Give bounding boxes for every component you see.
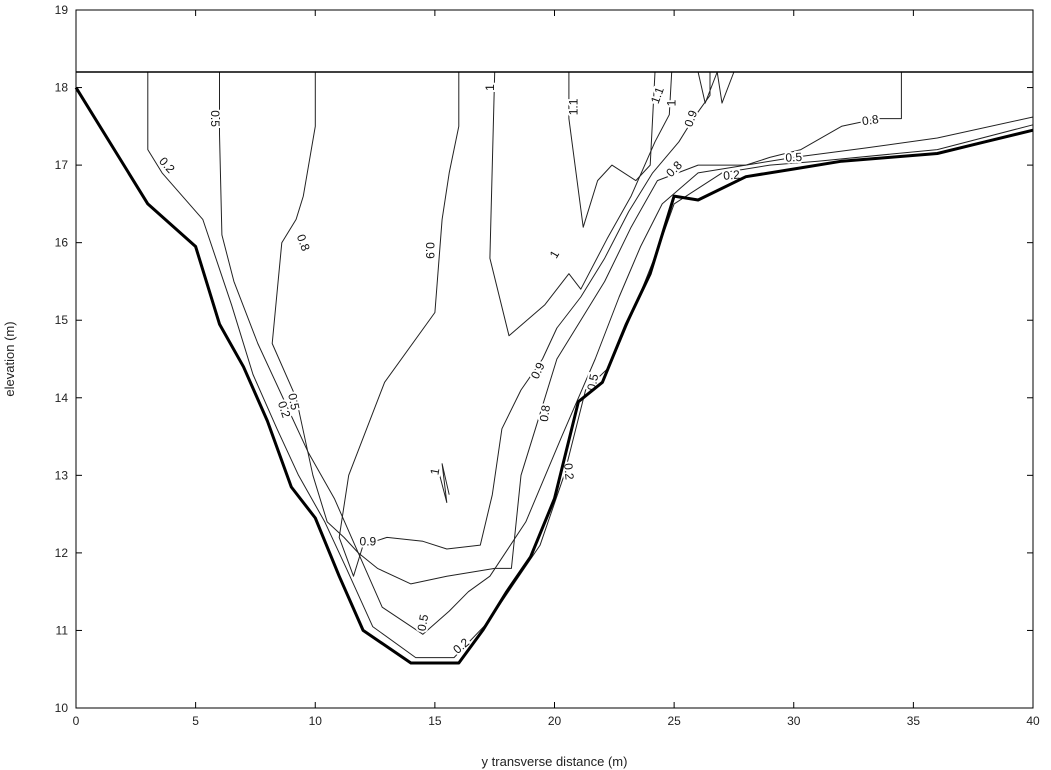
contour-line-1.2 bbox=[716, 71, 735, 104]
contour-label: 1 bbox=[665, 99, 679, 106]
contour-label: 0.9 bbox=[360, 534, 377, 548]
x-axis-label: y transverse distance (m) bbox=[482, 754, 628, 769]
contour-label: 0.5 bbox=[415, 613, 432, 632]
x-tick-label: 5 bbox=[192, 714, 199, 728]
contour-label: 0.5 bbox=[208, 110, 222, 127]
x-tick-label: 10 bbox=[309, 714, 323, 728]
y-tick-label: 13 bbox=[55, 468, 69, 482]
contour-line-1.1 bbox=[568, 71, 656, 228]
x-tick-label: 30 bbox=[787, 714, 801, 728]
x-axis: 0 5 10 15 20 25 30 35 40 bbox=[73, 10, 1040, 728]
contour-label: 1.1 bbox=[567, 98, 581, 115]
y-tick-label: 15 bbox=[55, 313, 69, 327]
contour-label: 1 bbox=[483, 84, 497, 91]
contour-line-0.5 bbox=[219, 72, 1034, 635]
y-axis-label: elevation (m) bbox=[2, 321, 17, 396]
x-tick-label: 25 bbox=[667, 714, 681, 728]
x-tick-label: 15 bbox=[428, 714, 442, 728]
y-tick-label: 10 bbox=[55, 701, 69, 715]
contour-label: 0.5 bbox=[285, 392, 302, 412]
x-tick-label: 35 bbox=[907, 714, 921, 728]
contour-line-1.1 bbox=[697, 71, 718, 104]
y-tick-label: 12 bbox=[55, 546, 69, 560]
y-tick-label: 19 bbox=[55, 3, 69, 17]
y-tick-label: 16 bbox=[55, 236, 69, 250]
channel-bed-line bbox=[74, 86, 1034, 665]
contour-label: 0.9 bbox=[423, 242, 437, 259]
y-tick-label: 17 bbox=[55, 158, 69, 172]
x-tick-label: 40 bbox=[1026, 714, 1040, 728]
x-tick-label: 20 bbox=[548, 714, 562, 728]
x-tick-label: 0 bbox=[73, 714, 80, 728]
y-tick-label: 14 bbox=[55, 391, 69, 405]
y-tick-label: 11 bbox=[56, 623, 69, 637]
y-tick-label: 18 bbox=[55, 81, 69, 95]
contour-label: 0.8 bbox=[537, 404, 553, 423]
contour-label: 0.8 bbox=[861, 112, 880, 128]
contour-line-0.9 bbox=[338, 72, 711, 577]
contour-line-0.8 bbox=[271, 72, 902, 585]
contour-line-1 bbox=[439, 463, 450, 503]
contour-line-1 bbox=[489, 71, 673, 337]
contour-label: 0.5 bbox=[785, 150, 803, 165]
